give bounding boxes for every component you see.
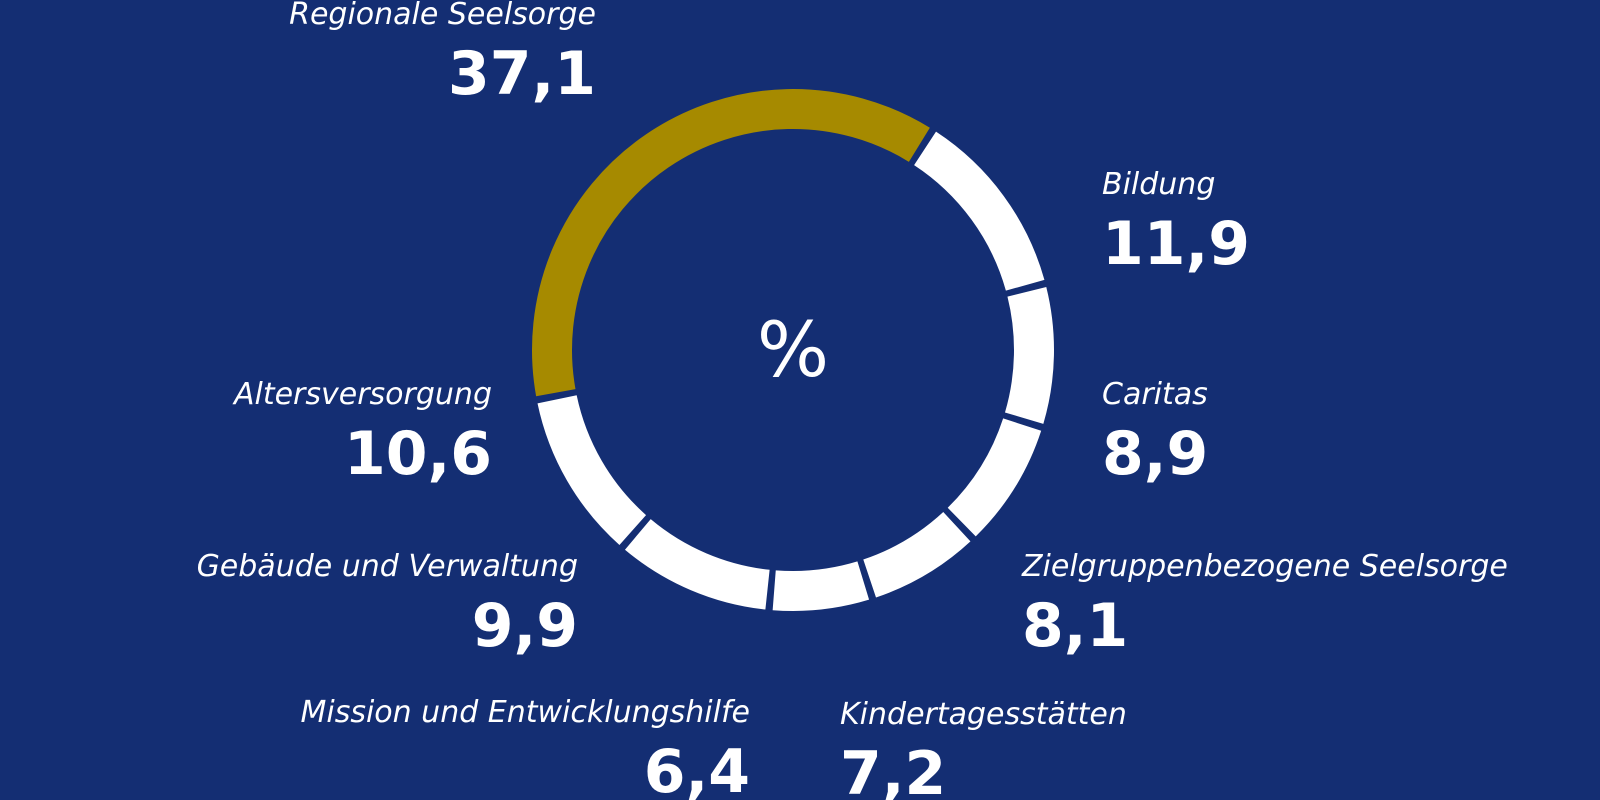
center-unit-label: % (756, 305, 830, 394)
donut-slice-bildung (913, 131, 1045, 291)
slice-value: 8,1 (1022, 591, 1129, 661)
donut-slice-caritas (1004, 286, 1054, 424)
label-gebaeude-und-verwaltung: Gebäude und Verwaltung 9,9 (196, 549, 578, 661)
label-regionale-seelsorge: Regionale Seelsorge 37,1 (289, 0, 596, 104)
donut-slice-regionale-seelsorge (532, 89, 930, 397)
slice-name: Kindertagesstätten (840, 697, 1127, 732)
donut-slice-gebäude-und-verwaltung (624, 518, 770, 610)
slice-name: Caritas (1102, 377, 1208, 412)
slice-value: 6,4 (643, 737, 750, 800)
slice-value: 11,9 (1102, 209, 1251, 279)
donut-slice-altersversorgung (537, 394, 647, 545)
label-kindertagesstaetten: Kindertagesstätten 7,2 (840, 700, 1127, 800)
label-zielgruppenbezogene-seelsorge: Zielgruppenbezogene Seelsorge 8,1 (1022, 549, 1508, 661)
slice-value: 37,1 (447, 39, 596, 109)
slice-name: Gebäude und Verwaltung (196, 549, 578, 584)
label-altersversorgung: Altersversorgung 10,6 (233, 377, 492, 489)
slice-name: Regionale Seelsorge (289, 0, 596, 32)
donut-slice-kindertagesstätten (862, 511, 971, 598)
slice-name: Zielgruppenbezogene Seelsorge (1022, 549, 1508, 584)
donut-slice-zielgruppenbezogene-seelsorge (947, 418, 1042, 537)
slice-name: Bildung (1102, 167, 1216, 202)
slice-value: 8,9 (1102, 419, 1209, 489)
label-caritas: Caritas 8,9 (1102, 377, 1209, 489)
donut-slice-mission-und-entwicklungshilfe (772, 561, 870, 611)
slice-name: Mission und Entwicklungshilfe (300, 695, 750, 730)
slice-name: Altersversorgung (233, 377, 492, 412)
slice-value: 10,6 (343, 419, 492, 489)
label-mission-und-entwicklungshilfe: Mission und Entwicklungshilfe 6,4 (300, 698, 750, 800)
slice-value: 7,2 (840, 739, 947, 800)
label-bildung: Bildung 11,9 (1102, 167, 1251, 279)
slice-value: 9,9 (471, 591, 578, 661)
